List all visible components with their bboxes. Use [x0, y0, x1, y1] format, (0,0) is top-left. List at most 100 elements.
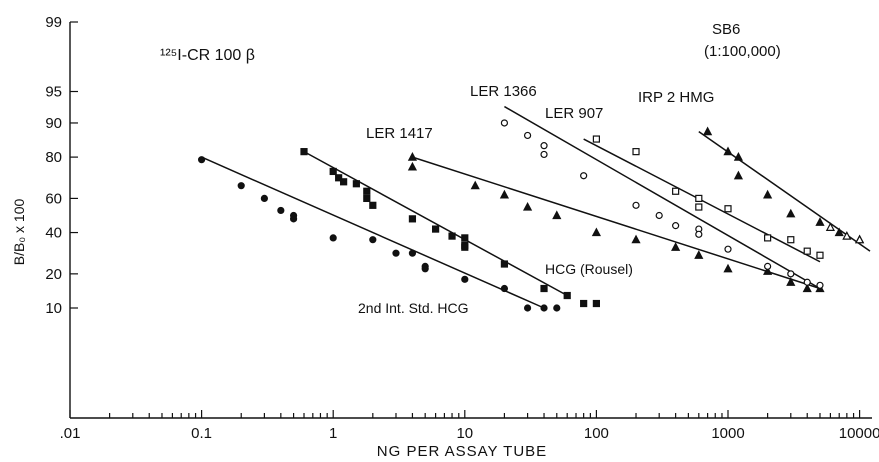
y-axis-label: B/B₀ x 100: [11, 199, 27, 266]
data-point: [695, 230, 703, 238]
data-point: [470, 180, 480, 190]
data-point: [764, 262, 772, 270]
fit-line: [201, 156, 545, 309]
y-tick-label: 95: [45, 84, 62, 101]
data-point: [724, 245, 732, 253]
data-point: [289, 215, 298, 223]
fit-line: [303, 150, 568, 297]
data-point: [461, 234, 469, 242]
y-tick-label: 20: [45, 266, 62, 283]
data-points: [198, 119, 865, 312]
data-point: [329, 167, 337, 176]
data-point: [591, 227, 601, 237]
fit-line: [504, 105, 821, 290]
data-point: [300, 148, 308, 156]
x-axis-label: NG PER ASSAY TUBE: [377, 443, 547, 460]
data-point: [448, 232, 456, 240]
data-point: [500, 260, 509, 268]
data-point: [335, 174, 343, 182]
data-point: [787, 270, 795, 278]
data-point: [834, 227, 844, 237]
data-point: [763, 266, 773, 275]
data-point: [523, 131, 532, 140]
annotation-ler1417: LER 1417: [366, 125, 433, 142]
data-point: [198, 156, 206, 164]
x-tick-label: 10000: [839, 425, 879, 442]
data-point: [695, 194, 703, 203]
x-tick-label: 100: [584, 425, 609, 442]
data-point: [733, 152, 744, 161]
x-tick-label: 1: [329, 425, 337, 442]
data-point: [592, 299, 601, 308]
data-point: [787, 236, 795, 244]
annotation-tracer: ¹²⁵I-CR 100 β: [160, 47, 255, 64]
data-point: [408, 249, 417, 257]
data-point: [842, 231, 852, 240]
data-point: [580, 299, 588, 308]
data-point: [655, 211, 663, 220]
data-point: [816, 281, 824, 289]
data-point: [499, 189, 510, 199]
data-point: [764, 234, 772, 242]
data-point: [825, 222, 836, 231]
data-point: [432, 225, 440, 233]
data-point: [816, 251, 824, 259]
y-tick-label: 80: [45, 149, 62, 166]
data-point: [369, 201, 377, 209]
data-point: [703, 126, 713, 136]
data-point: [407, 152, 418, 161]
data-point: [277, 206, 285, 215]
x-ticks: .01 0.1 1 10 100 1000 10000: [60, 410, 879, 442]
data-point: [723, 146, 733, 156]
data-point: [580, 172, 588, 180]
data-point: [540, 304, 548, 312]
data-point: [237, 182, 245, 190]
data-point: [694, 250, 704, 259]
data-point: [461, 243, 469, 251]
data-point: [369, 236, 377, 244]
fit-lines: [201, 105, 871, 309]
data-point: [363, 194, 371, 203]
x-tick-label: 1000: [711, 425, 744, 442]
annotation-intstd: 2nd Int. Std. HCG: [358, 300, 469, 316]
data-point: [802, 283, 812, 293]
data-point: [522, 201, 533, 211]
annotation-irp2: IRP 2 HMG: [638, 89, 714, 106]
data-point: [407, 161, 418, 171]
data-point: [671, 242, 681, 251]
x-tick-label: 10: [456, 425, 473, 442]
data-point: [695, 203, 703, 211]
data-point: [540, 142, 548, 150]
data-point: [803, 247, 811, 255]
y-tick-label: 10: [45, 300, 62, 317]
data-point: [631, 234, 641, 244]
y-tick-label: 99: [45, 14, 62, 31]
data-point: [540, 150, 548, 159]
annotations: ¹²⁵I-CR 100 β SB6 (1:100,000) LER 1417 L…: [160, 21, 781, 316]
data-point: [500, 284, 509, 293]
annotation-sb6-dilution: (1:100,000): [704, 43, 781, 60]
data-point: [733, 170, 744, 180]
data-point: [363, 187, 371, 195]
data-point: [763, 189, 773, 199]
data-point: [340, 178, 348, 186]
data-point: [523, 304, 532, 312]
data-point: [803, 278, 811, 286]
data-point: [672, 187, 680, 195]
data-point: [500, 119, 509, 127]
data-point: [540, 284, 548, 293]
data-point: [563, 291, 571, 300]
data-point: [552, 210, 562, 220]
data-point: [632, 148, 640, 156]
data-point: [260, 194, 268, 203]
fit-line: [412, 156, 821, 290]
y-ticks: 10 20 40 60 80 90 95 99: [45, 14, 78, 317]
data-point: [592, 135, 601, 143]
x-tick-label: .01: [60, 425, 81, 442]
y-tick-label: 60: [45, 190, 62, 207]
data-point: [392, 249, 400, 257]
annotation-rousel: HCG (Rousel): [545, 261, 633, 277]
data-point: [352, 180, 360, 188]
annotation-ler907: LER 907: [545, 105, 603, 122]
